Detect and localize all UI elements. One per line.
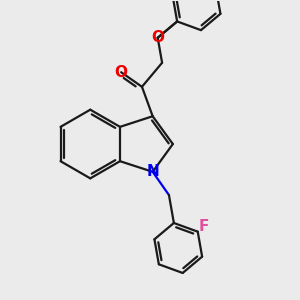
Text: O: O — [151, 30, 164, 45]
Text: O: O — [115, 65, 128, 80]
Text: N: N — [146, 164, 159, 179]
Text: F: F — [198, 219, 208, 234]
